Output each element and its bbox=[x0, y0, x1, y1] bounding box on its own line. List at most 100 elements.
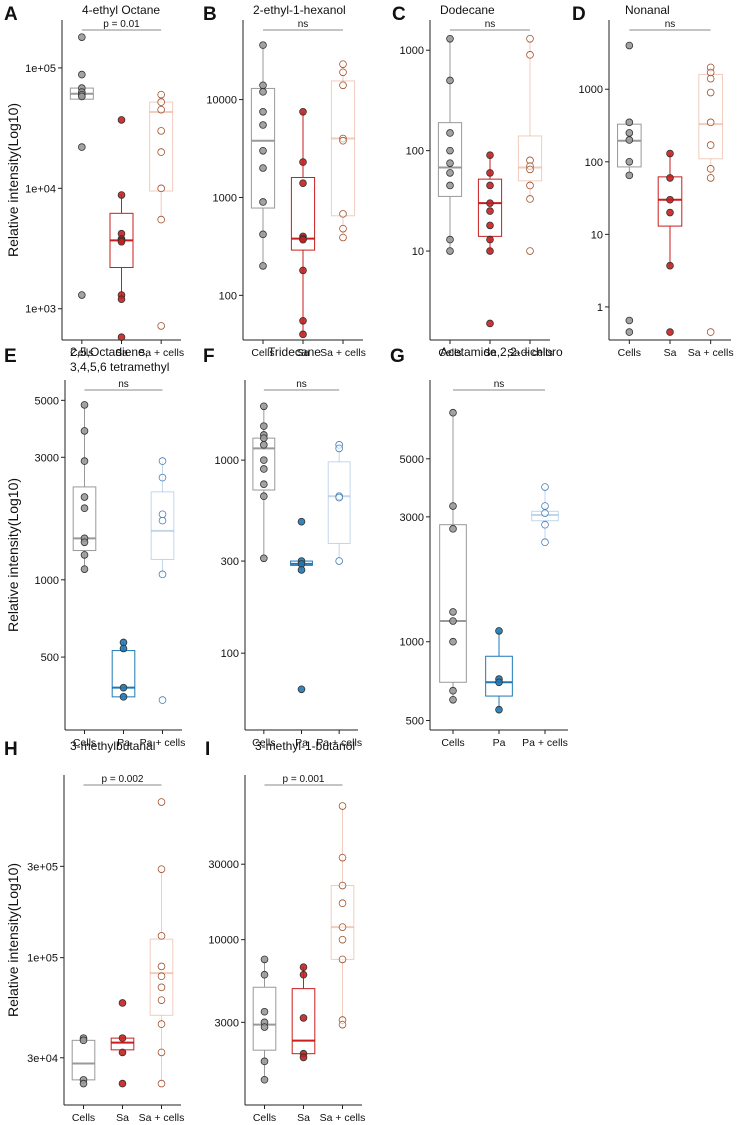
data-point bbox=[117, 237, 126, 246]
data-point bbox=[157, 184, 165, 193]
data-point bbox=[299, 330, 307, 339]
data-point bbox=[80, 457, 89, 465]
y-tick-label: 3000 bbox=[215, 1017, 239, 1029]
x-tick-label: Sa + cells bbox=[320, 1112, 366, 1124]
x-tick-label: Cells bbox=[253, 1112, 276, 1124]
panel-title: Tridecane bbox=[268, 345, 321, 359]
y-tick-label: 300 bbox=[221, 556, 239, 568]
panel-title: 3-methyl-1-butanol bbox=[255, 739, 355, 753]
x-tick-label: Pa + cells bbox=[316, 737, 362, 749]
data-point bbox=[449, 617, 457, 625]
data-point bbox=[495, 678, 503, 687]
data-point bbox=[260, 1075, 269, 1084]
data-point bbox=[157, 215, 165, 224]
group-pa: Pa bbox=[111, 638, 136, 749]
data-point bbox=[446, 76, 454, 85]
data-point bbox=[260, 1007, 269, 1016]
data-point bbox=[158, 510, 167, 519]
panel-f: F Tridecane 100 300 1000 ns Cells Pa Pa + cells bbox=[203, 345, 362, 749]
data-point bbox=[117, 116, 126, 124]
data-point bbox=[157, 148, 165, 156]
group-pa-cells: Pa + cells bbox=[140, 457, 185, 749]
data-point bbox=[78, 70, 86, 79]
panel-letter: C bbox=[392, 4, 406, 25]
data-point bbox=[625, 129, 634, 137]
data-point bbox=[80, 551, 89, 559]
data-point bbox=[118, 999, 127, 1007]
panel-subtitle: 3,4,5,6 tetramethyl bbox=[70, 360, 169, 374]
data-point bbox=[625, 41, 634, 50]
panel-e: E 2,5,Octadiene,3,4,5,6 tetramethyl Relati… bbox=[4, 345, 185, 749]
data-point bbox=[446, 159, 454, 167]
data-point bbox=[260, 434, 268, 442]
data-point bbox=[666, 149, 674, 158]
data-point bbox=[119, 644, 128, 653]
data-point bbox=[158, 516, 167, 525]
data-point bbox=[486, 151, 494, 160]
data-point bbox=[157, 932, 166, 940]
box bbox=[517, 135, 543, 182]
data-point bbox=[117, 191, 126, 199]
data-point bbox=[666, 328, 674, 336]
data-point bbox=[78, 33, 86, 41]
data-point bbox=[486, 319, 494, 328]
data-point bbox=[157, 322, 165, 330]
data-point bbox=[339, 233, 347, 242]
group-sa: Sa bbox=[477, 151, 503, 359]
y-tick-label: 3000 bbox=[400, 512, 424, 524]
data-point bbox=[446, 129, 454, 137]
data-point bbox=[338, 899, 347, 908]
data-point bbox=[625, 171, 634, 180]
panel-title: Dodecane bbox=[440, 3, 495, 17]
y-axis-label: Relative intensity(Log10) bbox=[5, 103, 21, 257]
data-point bbox=[260, 480, 268, 489]
data-point bbox=[299, 158, 307, 166]
data-point bbox=[297, 517, 306, 526]
x-tick-label: Pa bbox=[117, 737, 130, 749]
data-point bbox=[259, 81, 267, 90]
group-sa: Sa bbox=[291, 963, 316, 1124]
data-point bbox=[338, 955, 347, 964]
x-tick-label: Sa + cells bbox=[138, 347, 184, 359]
group-cells: Cells bbox=[617, 41, 642, 359]
x-tick-label: Cells bbox=[70, 347, 93, 359]
data-point bbox=[541, 538, 549, 547]
data-point bbox=[80, 565, 89, 573]
data-point bbox=[706, 88, 715, 97]
group-sa-cells: Sa + cells bbox=[138, 90, 184, 359]
x-tick-label: Cells bbox=[441, 737, 464, 749]
group-cells: Cells bbox=[252, 402, 276, 749]
data-point bbox=[338, 923, 347, 931]
y-tick-label: 3e+04 bbox=[27, 1053, 58, 1065]
data-point bbox=[446, 169, 454, 177]
x-tick-label: Sa + cells bbox=[507, 347, 553, 359]
significance-label: ns bbox=[665, 19, 676, 30]
data-point bbox=[260, 554, 268, 563]
box bbox=[437, 122, 463, 197]
data-point bbox=[338, 935, 347, 944]
group-sa: Sa bbox=[109, 116, 134, 359]
panel-title: Acetamide,2,2-dichloro bbox=[440, 345, 563, 359]
data-point bbox=[449, 525, 457, 533]
data-point bbox=[158, 696, 167, 704]
y-tick-label: 500 bbox=[406, 716, 424, 728]
y-tick-label: 1e+05 bbox=[27, 953, 58, 965]
data-point bbox=[666, 208, 674, 217]
panel-title: 4-ethyl Octane bbox=[82, 3, 160, 17]
data-point bbox=[526, 247, 534, 255]
x-tick-label: Cells bbox=[618, 347, 641, 359]
data-point bbox=[157, 972, 166, 981]
data-point bbox=[299, 1053, 308, 1062]
data-point bbox=[157, 1079, 166, 1088]
panel-d: D Nonanal 1 10 100 1000 ns Cells Sa Sa + cells bbox=[572, 3, 734, 359]
y-tick-label: 1000 bbox=[35, 575, 59, 587]
data-point bbox=[706, 165, 715, 173]
group-sa-cells: Sa + cells bbox=[139, 798, 184, 1124]
data-point bbox=[625, 118, 634, 127]
y-tick-label: 100 bbox=[585, 157, 603, 169]
x-tick-label: Pa bbox=[493, 737, 506, 749]
data-point bbox=[339, 81, 347, 90]
x-tick-label: Sa bbox=[664, 347, 677, 359]
data-point bbox=[259, 146, 267, 155]
